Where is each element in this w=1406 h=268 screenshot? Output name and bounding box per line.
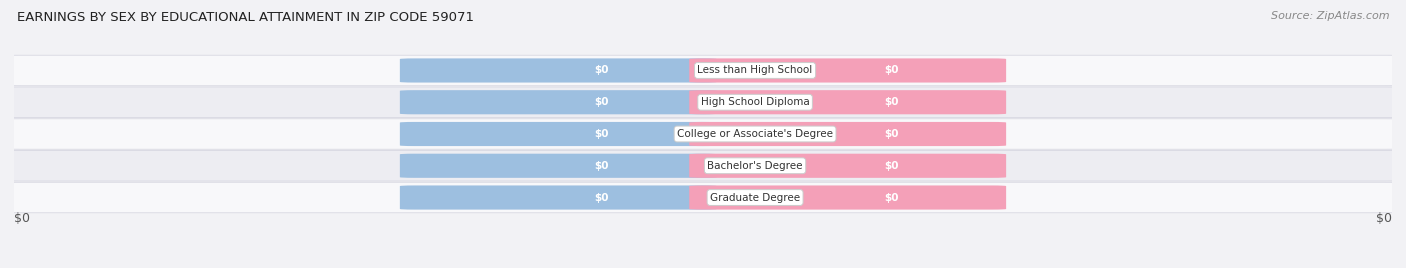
FancyBboxPatch shape [689, 185, 1007, 210]
FancyBboxPatch shape [0, 55, 1406, 86]
Text: $0: $0 [884, 129, 898, 139]
Text: Bachelor's Degree: Bachelor's Degree [707, 161, 803, 171]
FancyBboxPatch shape [689, 90, 1007, 114]
Text: $0: $0 [884, 97, 898, 107]
FancyBboxPatch shape [689, 154, 1007, 178]
Text: $0: $0 [595, 97, 609, 107]
Text: Source: ZipAtlas.com: Source: ZipAtlas.com [1271, 11, 1389, 21]
FancyBboxPatch shape [0, 87, 1406, 117]
Text: College or Associate's Degree: College or Associate's Degree [678, 129, 834, 139]
Text: EARNINGS BY SEX BY EDUCATIONAL ATTAINMENT IN ZIP CODE 59071: EARNINGS BY SEX BY EDUCATIONAL ATTAINMEN… [17, 11, 474, 24]
FancyBboxPatch shape [0, 182, 1406, 213]
Text: High School Diploma: High School Diploma [700, 97, 810, 107]
Text: $0: $0 [595, 129, 609, 139]
FancyBboxPatch shape [399, 90, 717, 114]
Text: $0: $0 [884, 192, 898, 203]
Text: $0: $0 [1376, 212, 1392, 225]
Text: $0: $0 [595, 65, 609, 76]
Text: $0: $0 [884, 161, 898, 171]
FancyBboxPatch shape [399, 122, 717, 146]
Text: $0: $0 [884, 65, 898, 76]
FancyBboxPatch shape [399, 185, 717, 210]
FancyBboxPatch shape [0, 119, 1406, 149]
FancyBboxPatch shape [689, 58, 1007, 83]
Text: $0: $0 [14, 212, 30, 225]
Text: Less than High School: Less than High School [697, 65, 813, 76]
Text: $0: $0 [595, 161, 609, 171]
FancyBboxPatch shape [689, 122, 1007, 146]
FancyBboxPatch shape [399, 58, 717, 83]
FancyBboxPatch shape [399, 154, 717, 178]
FancyBboxPatch shape [0, 151, 1406, 181]
Text: Graduate Degree: Graduate Degree [710, 192, 800, 203]
Text: $0: $0 [595, 192, 609, 203]
